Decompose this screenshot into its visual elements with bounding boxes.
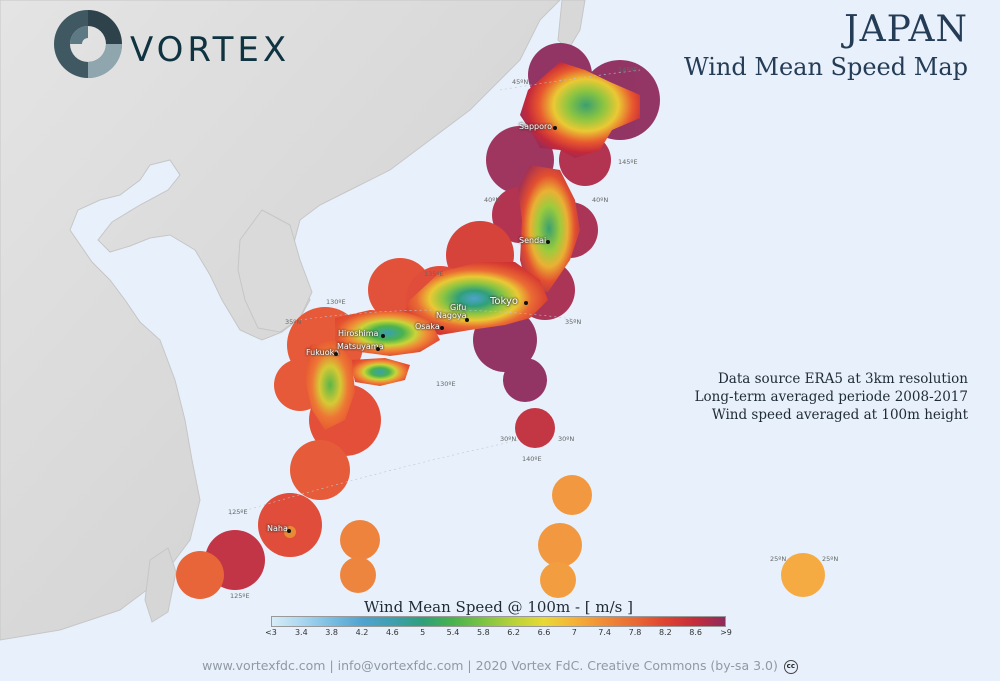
legend-tick-label: 6.2 — [507, 628, 521, 637]
city-label-matsuyama: Matsuyama — [337, 342, 384, 351]
data-notes: Data source ERA5 at 3km resolution Long-… — [695, 370, 968, 424]
honshu-central — [400, 262, 548, 335]
map-title: JAPAN — [844, 9, 968, 50]
footer: www.vortexfdc.com | info@vortexfdc.com |… — [0, 658, 1000, 674]
grid-label: 125ºE — [228, 508, 248, 516]
note-period: Long-term averaged periode 2008-2017 — [694, 389, 968, 405]
legend-tick-label: 4.6 — [385, 628, 399, 637]
city-dot — [465, 318, 469, 322]
city-label-gifu: Gifu — [450, 303, 467, 312]
legend-tick-label: 8.2 — [658, 628, 672, 637]
taiwan — [144, 547, 177, 623]
legend-tick-label: 6.6 — [537, 628, 551, 637]
city-label-fukuoka: Fukuoka — [306, 348, 339, 357]
footer-text: www.vortexfdc.com | info@vortexfdc.com |… — [202, 658, 778, 673]
city-dot — [376, 347, 380, 351]
brand-name: VORTEX — [130, 30, 291, 70]
grid-label: 145ºE — [618, 66, 638, 74]
legend-tick-label: 5 — [420, 628, 426, 637]
city-label-sendai: Sendai — [519, 236, 547, 245]
grid-label: 25ºN — [822, 555, 839, 563]
legend-tick-label: 8.6 — [689, 628, 703, 637]
legend-tick-label: 3.8 — [325, 628, 339, 637]
grid-label: 140ºE — [522, 455, 542, 463]
kyushu — [305, 340, 355, 430]
city-label-sapporo: Sapporo — [519, 122, 553, 131]
korea-peninsula — [237, 209, 313, 333]
legend-tick-label: 4.2 — [355, 628, 369, 637]
hokkaido — [520, 62, 640, 158]
city-label-hiroshima: Hiroshima — [338, 329, 379, 338]
grid-label: 30ºN — [500, 435, 517, 443]
map-subtitle: Wind Mean Speed Map — [684, 53, 968, 81]
city-label-tokyo: Tokyo — [490, 296, 518, 307]
legend-tick-label: 7.8 — [628, 628, 642, 637]
city-dot — [553, 126, 557, 130]
shikoku — [350, 358, 410, 386]
grid-label: 145ºE — [618, 158, 638, 166]
legend-tick-label: >9 — [720, 628, 732, 637]
grid-label: 45ºN — [512, 78, 529, 86]
creative-commons-icon: cc — [783, 659, 798, 674]
vortex-logo-icon — [54, 10, 122, 78]
city-dot — [546, 240, 550, 244]
grid-label: 30ºN — [558, 435, 575, 443]
western-honshu — [335, 310, 440, 356]
grid-label: 25ºN — [770, 555, 787, 563]
map-title-block: JAPAN Wind Mean Speed Map — [684, 8, 968, 82]
grid-label: 40ºN — [484, 196, 501, 204]
sakhalin — [557, 0, 586, 51]
city-label-nagoya: Nagoya — [436, 311, 467, 320]
grid-label: 125ºE — [230, 592, 250, 600]
city-label-osaka: Osaka — [415, 322, 440, 331]
legend-tick-label: 7 — [571, 628, 577, 637]
legend-ticks: <3 3.4 3.8 4.2 4.6 5 5.4 5.8 6.2 6.6 7 7.4 7.8 8.2 8.6… — [265, 627, 732, 639]
vortex-logo — [48, 4, 348, 84]
note-data-source: Data source ERA5 at 3km resolution — [717, 371, 968, 387]
legend-tick-label: 5.4 — [446, 628, 460, 637]
note-height: Wind speed averaged at 100m height — [711, 407, 968, 423]
city-dot — [524, 301, 528, 305]
city-label-naha: Naha — [267, 524, 288, 533]
legend-tick-label: 5.8 — [476, 628, 490, 637]
legend-tick-label: <3 — [265, 628, 277, 637]
legend-title: Wind Mean Speed @ 100m - [ m/s ] — [363, 598, 634, 616]
grid-label: 130ºE — [326, 298, 346, 306]
city-dot — [440, 326, 444, 330]
grid-label: 35ºN — [285, 318, 302, 326]
tohoku — [518, 165, 580, 292]
color-legend: Wind Mean Speed @ 100m - [ m/s ] <3 3.4 3.… — [265, 598, 732, 639]
legend-tick-label: 3.4 — [294, 628, 308, 637]
grid-label: 40ºN — [592, 196, 609, 204]
city-dot — [381, 334, 385, 338]
graticule — [229, 69, 641, 516]
grid-label: 130ºE — [436, 380, 456, 388]
grid-label: 135ºE — [424, 270, 444, 278]
city-dot — [287, 529, 291, 533]
city-dot — [334, 352, 338, 356]
grid-label: 35ºN — [565, 318, 582, 326]
legend-tick-label: 7.4 — [598, 628, 612, 637]
legend-color-bar — [271, 616, 726, 627]
